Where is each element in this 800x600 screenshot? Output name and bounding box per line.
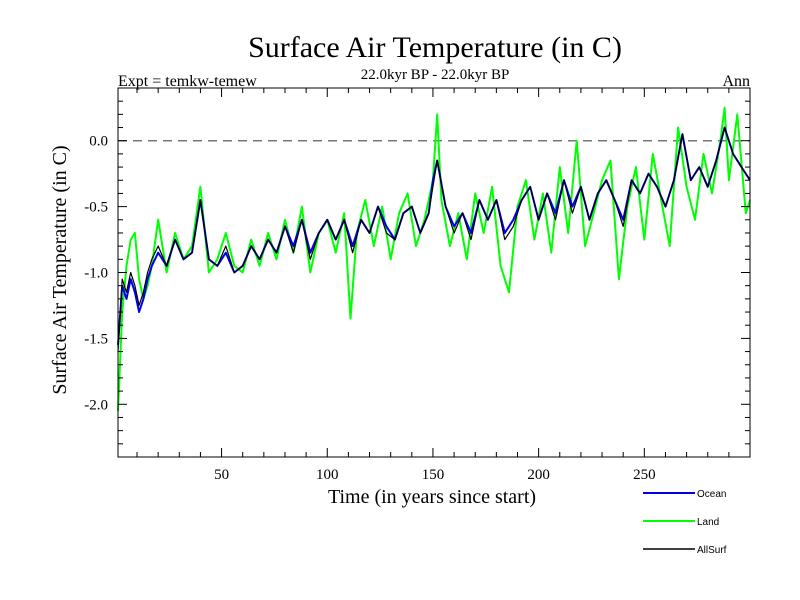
legend: Ocean Land AllSurf [643,489,727,556]
y-tick-label: -1.0 [84,266,108,282]
y-tick-label: -1.5 [84,331,108,347]
legend-label-allsurf: AllSurf [697,545,727,556]
y-axis-label: Surface Air Temperature (in C) [49,145,71,394]
x-tick-label: 250 [633,467,656,483]
legend-label-ocean: Ocean [697,489,726,500]
season-label: Ann [722,73,750,90]
y-tick-label: -2.0 [84,397,108,413]
series-line-land [117,106,751,411]
chart-title: Surface Air Temperature (in C) [248,31,622,64]
x-axis-label: Time (in years since start) [328,486,536,508]
x-tick-label: 150 [422,467,445,483]
chart-subtitle: 22.0kyr BP - 22.0kyr BP [361,67,510,83]
y-tick-label: -0.5 [84,200,108,216]
legend-label-land: Land [697,517,719,528]
series-line-allsurf [117,126,751,352]
y-tick-label: 0.0 [89,134,108,150]
x-tick-label: 50 [214,467,229,483]
x-tick-label: 200 [527,467,550,483]
x-tick-label: 100 [316,467,339,483]
experiment-label: Expt = temkw-temew [118,73,257,90]
